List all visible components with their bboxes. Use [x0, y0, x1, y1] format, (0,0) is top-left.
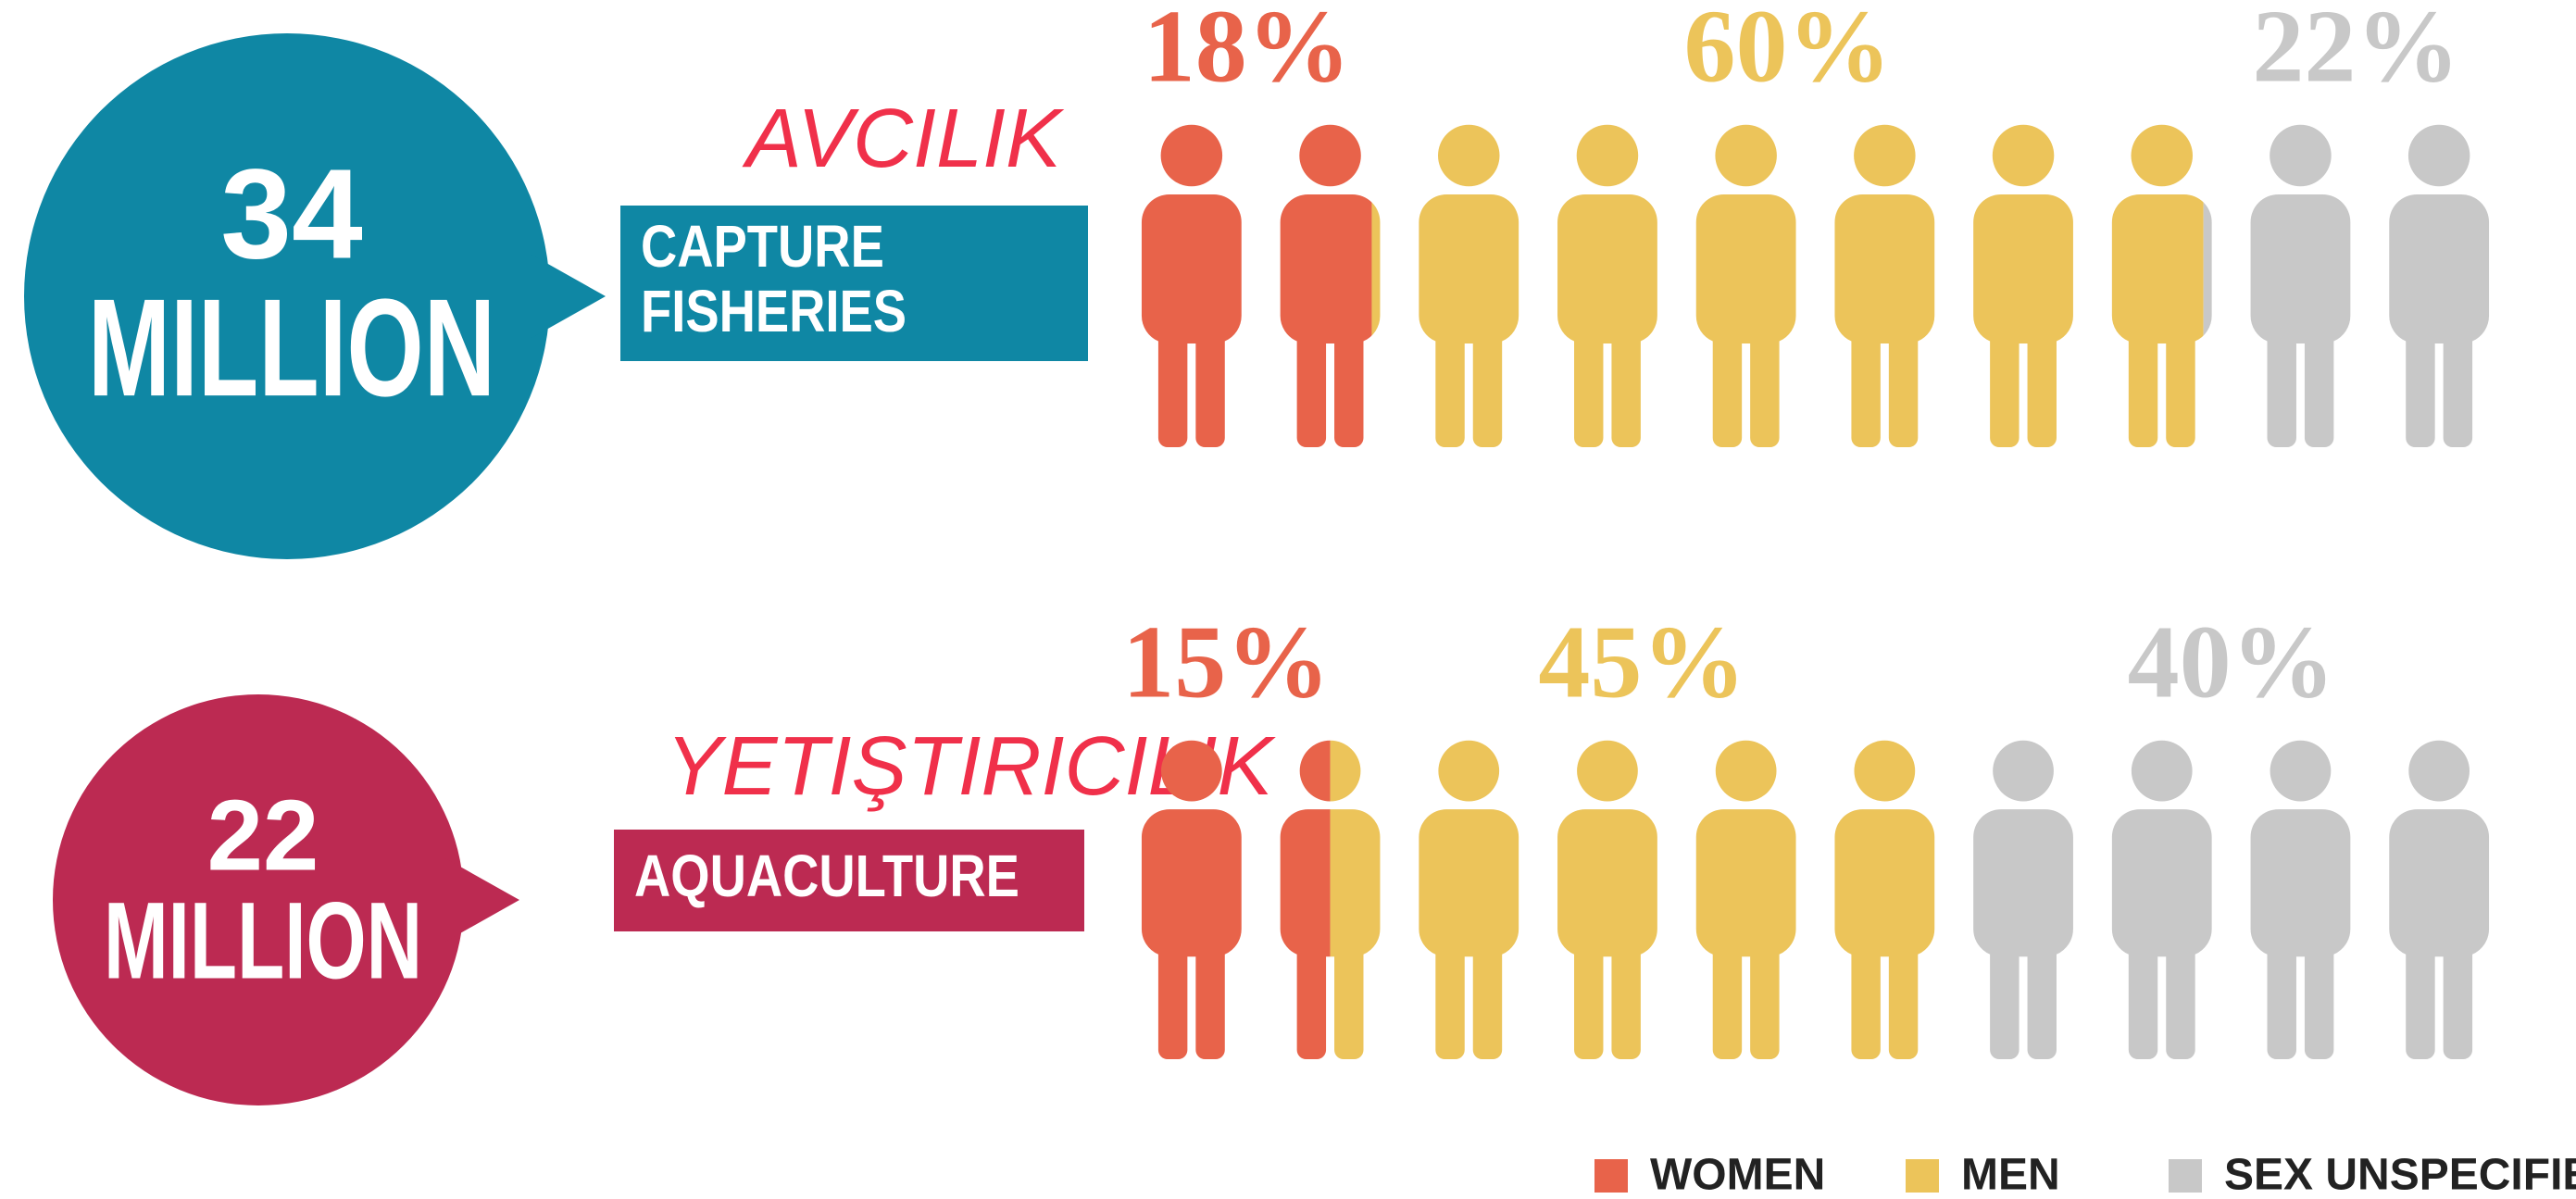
- total-number: 22: [207, 780, 319, 892]
- category-box: [620, 206, 1088, 361]
- segment: [1141, 124, 1372, 447]
- legend-label: WOMEN: [1650, 1151, 1825, 1199]
- legend-label: SEX UNSPECIFIED: [2224, 1151, 2576, 1199]
- value-label: 22%: [2252, 0, 2459, 105]
- value-label: 18%: [1144, 0, 1351, 105]
- legend-swatch: [2169, 1159, 2202, 1193]
- category-label: AQUACULTURE: [634, 843, 1019, 909]
- value-label: 15%: [1122, 606, 1330, 720]
- legend-swatch: [1906, 1159, 1939, 1193]
- value-label: 60%: [1684, 0, 1892, 105]
- category-label: CAPTURE FISHERIES: [641, 213, 907, 344]
- segment: [1954, 740, 2490, 1059]
- legend-swatch: [1594, 1159, 1628, 1193]
- total-number: 34: [220, 143, 363, 285]
- legend-label: MEN: [1961, 1151, 2060, 1199]
- bubble-pointer: [445, 858, 519, 942]
- segment: [1330, 740, 1955, 1059]
- people: [1141, 740, 2490, 1059]
- segment: [1371, 124, 2204, 447]
- segment: [2203, 124, 2490, 447]
- total-unit: MILLION: [104, 880, 422, 1002]
- value-label: 40%: [2128, 606, 2335, 720]
- category-box: [614, 830, 1084, 931]
- total-bubble: [53, 694, 464, 1105]
- total-bubble: [24, 33, 550, 559]
- value-label: 45%: [1538, 606, 1745, 720]
- people: [1141, 124, 2490, 447]
- total-unit: MILLION: [88, 269, 495, 425]
- bubble-pointer: [531, 255, 606, 338]
- annotation: AVCILIK: [742, 93, 1065, 185]
